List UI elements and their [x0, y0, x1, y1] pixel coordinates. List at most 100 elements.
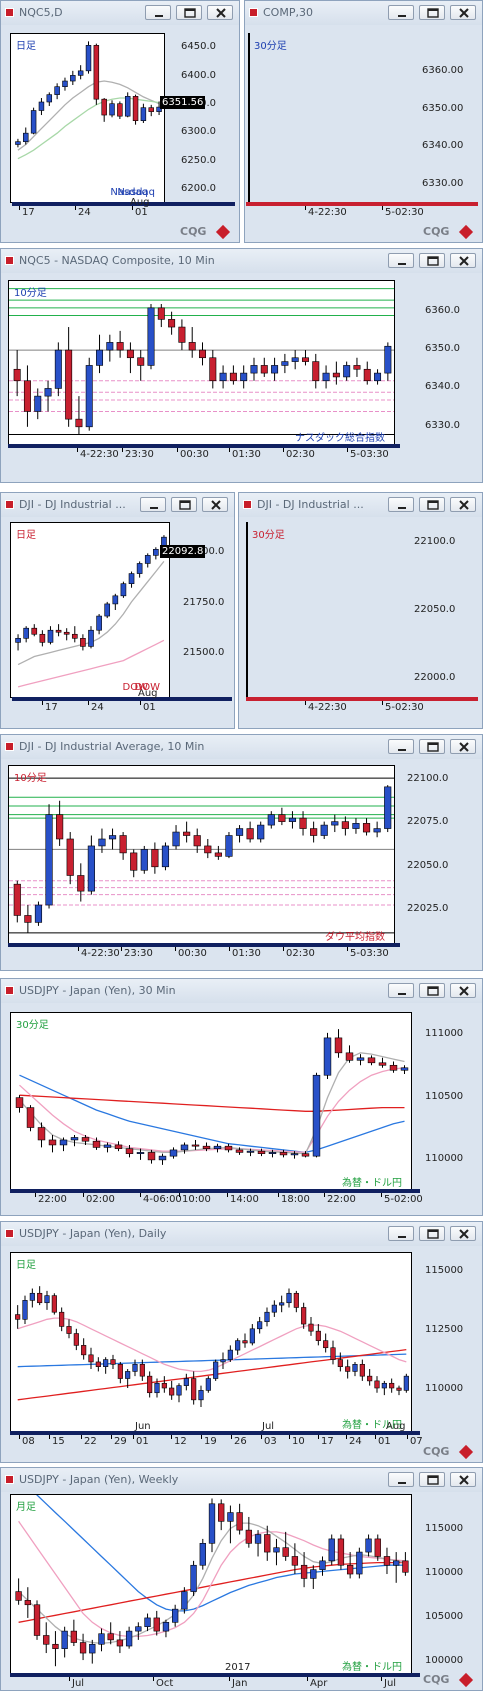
- title-bar[interactable]: NQC5,D: [1, 1, 239, 25]
- candle: [54, 83, 60, 100]
- close-button[interactable]: [207, 5, 233, 20]
- minimize-button[interactable]: [388, 497, 414, 512]
- maximize-button[interactable]: [419, 1472, 445, 1487]
- close-button[interactable]: [450, 5, 476, 20]
- candle: [227, 1505, 234, 1544]
- x-tick-mark: [177, 448, 178, 452]
- y-tick-label: 22000.0: [414, 671, 456, 683]
- maximize-button[interactable]: [176, 5, 202, 20]
- candle: [128, 571, 135, 588]
- plot-area[interactable]: [10, 1494, 412, 1674]
- title-bar[interactable]: USDJPY - Japan (Yen), 30 Min: [1, 979, 482, 1003]
- y-tick-label: 115000: [425, 1523, 464, 1535]
- minimize-button[interactable]: [140, 497, 166, 512]
- plot-area[interactable]: [10, 1252, 412, 1432]
- x-tick-label: Jul: [72, 1678, 85, 1689]
- x-tick-label: 02:30: [286, 948, 315, 959]
- maximize-button[interactable]: [419, 739, 445, 754]
- y-tick-label: 22025.0: [407, 903, 449, 915]
- candle: [26, 1105, 35, 1132]
- close-button[interactable]: [450, 1226, 476, 1241]
- plot-area[interactable]: [8, 765, 395, 944]
- x-tick-mark: [229, 947, 230, 951]
- cqg-logo: CQG: [423, 225, 450, 238]
- close-button[interactable]: [202, 497, 228, 512]
- y-tick-label: 110000: [425, 1383, 464, 1395]
- candle: [51, 1293, 57, 1315]
- minimize-button[interactable]: [388, 253, 414, 268]
- plot-area[interactable]: [10, 33, 165, 203]
- x-tick-label: 4-22:30: [81, 948, 120, 959]
- x-tick-label: Apr: [310, 1678, 328, 1689]
- x-tick-mark: [83, 1193, 84, 1197]
- x-tick-label: 5-03:30: [350, 449, 389, 460]
- title-bar[interactable]: DJI - DJ Industrial ...: [239, 493, 482, 517]
- x-tick-mark: [289, 1435, 290, 1439]
- candle: [15, 634, 21, 651]
- maximize-button[interactable]: [419, 983, 445, 998]
- title-bar[interactable]: DJI - DJ Industrial ...: [1, 493, 234, 517]
- title-bar[interactable]: DJI - DJ Industrial Average, 10 Min: [1, 735, 482, 759]
- maximize-button[interactable]: [419, 497, 445, 512]
- cqg-logo: CQG: [423, 1445, 450, 1458]
- candle: [383, 1547, 391, 1575]
- moving-average-line: [17, 80, 160, 151]
- candle: [367, 1055, 376, 1066]
- candle: [158, 1153, 167, 1165]
- maximize-button[interactable]: [419, 253, 445, 268]
- minimize-button[interactable]: [388, 739, 414, 754]
- candle: [393, 1552, 400, 1583]
- minimize-button[interactable]: [145, 5, 171, 20]
- plot-area[interactable]: [10, 1012, 412, 1190]
- candle: [218, 1499, 225, 1531]
- title-bar[interactable]: USDJPY - Japan (Yen), Weekly: [1, 1468, 482, 1492]
- candle: [62, 77, 68, 91]
- x-axis-band: [8, 444, 400, 448]
- maximize-button[interactable]: [171, 497, 197, 512]
- candle: [45, 804, 53, 909]
- minimize-button[interactable]: [388, 983, 414, 998]
- maximize-button[interactable]: [419, 1226, 445, 1241]
- minimize-button[interactable]: [388, 5, 414, 20]
- candle: [144, 553, 151, 568]
- minimize-button[interactable]: [388, 1472, 414, 1487]
- plot-area[interactable]: [10, 522, 170, 698]
- moving-average-line: [17, 1317, 407, 1373]
- title-bar[interactable]: NQC5 - NASDAQ Composite, 10 Min: [1, 249, 482, 273]
- x-tick-mark: [81, 1435, 82, 1439]
- candle: [301, 1302, 307, 1329]
- close-button[interactable]: [450, 1472, 476, 1487]
- candle: [286, 1288, 292, 1308]
- minimize-icon: [398, 1482, 406, 1484]
- close-button[interactable]: [450, 739, 476, 754]
- candle: [136, 1148, 145, 1160]
- x-tick-mark: [382, 701, 383, 705]
- y-tick-label: 6400.0: [181, 69, 216, 81]
- window-icon: [5, 256, 14, 265]
- x-tick-label: 24: [91, 702, 104, 713]
- candle: [245, 1516, 252, 1548]
- close-button[interactable]: [450, 497, 476, 512]
- candle: [93, 43, 100, 105]
- close-button[interactable]: [450, 253, 476, 268]
- plot-area[interactable]: [8, 280, 395, 445]
- x-tick-mark: [347, 947, 348, 951]
- title-bar[interactable]: USDJPY - Japan (Yen), Daily: [1, 1222, 482, 1246]
- title-bar[interactable]: COMP,30: [245, 1, 482, 25]
- minimize-icon: [398, 15, 406, 17]
- minimize-icon: [398, 993, 406, 995]
- candle: [301, 350, 309, 366]
- maximize-button[interactable]: [419, 5, 445, 20]
- plot-area[interactable]: [248, 33, 250, 203]
- x-tick-label: Oct: [156, 1678, 174, 1689]
- close-button[interactable]: [450, 983, 476, 998]
- moving-average-line: [17, 639, 165, 688]
- candle: [103, 1357, 109, 1374]
- candle: [87, 835, 95, 895]
- x-tick-label: 5-02:30: [385, 702, 424, 713]
- minimize-button[interactable]: [388, 1226, 414, 1241]
- y-tick-label: 6330.0: [425, 419, 460, 431]
- candle: [300, 1552, 308, 1588]
- series-label: ダウ平均指数: [325, 932, 385, 943]
- plot-area[interactable]: [246, 522, 248, 698]
